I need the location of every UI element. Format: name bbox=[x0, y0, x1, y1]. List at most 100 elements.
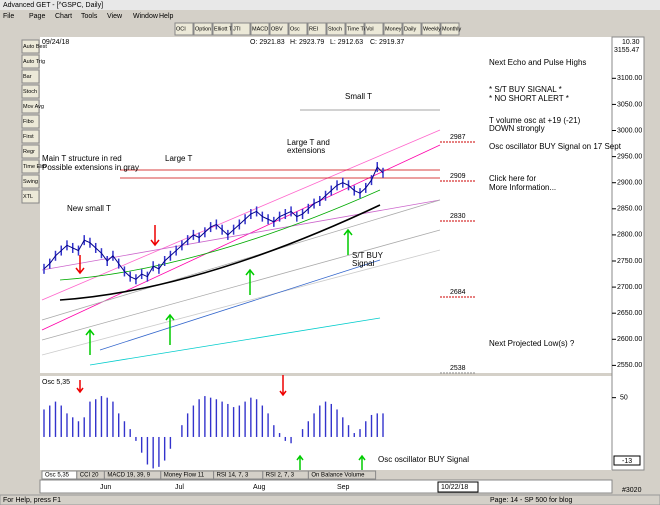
annotation: DOWN strongly bbox=[489, 124, 545, 133]
toolbar-button[interactable] bbox=[288, 22, 308, 36]
tool-button[interactable] bbox=[21, 144, 40, 159]
toolbar-label: OBV bbox=[271, 26, 283, 32]
toolbar-label: MACD bbox=[252, 26, 268, 32]
toolbar-label: OCI bbox=[176, 26, 186, 32]
status-bar bbox=[0, 494, 660, 505]
tool-label: Stoch bbox=[23, 89, 37, 95]
annotation: T volume osc at +19 (-21) bbox=[489, 116, 581, 125]
tool-button[interactable] bbox=[21, 114, 40, 129]
link[interactable]: Click here for bbox=[489, 174, 536, 183]
annotation: Large T and bbox=[287, 138, 330, 147]
menu-item[interactable]: Chart bbox=[55, 13, 72, 20]
tool-label: Fibo bbox=[23, 119, 34, 125]
menu-item[interactable]: Window bbox=[133, 13, 159, 20]
annotation: Small T bbox=[345, 92, 372, 101]
header-date: 09/24/18 bbox=[42, 39, 69, 46]
toolbar-button[interactable] bbox=[383, 22, 403, 36]
menu-item[interactable]: Page bbox=[29, 13, 45, 20]
toolbar-label: REI bbox=[309, 26, 319, 32]
annotation: Signal bbox=[352, 259, 374, 268]
toolbar-button[interactable] bbox=[174, 22, 194, 36]
header-close: C: 2919.37 bbox=[370, 39, 404, 46]
window-title: Advanced GET - [^GSPC, Daily] bbox=[3, 2, 103, 9]
y-tick-label: 2950.00 bbox=[617, 153, 642, 160]
toolbar-button[interactable] bbox=[326, 22, 346, 36]
current-value: -13 bbox=[622, 458, 632, 465]
tab-label: RSI 14, 7, 3 bbox=[217, 473, 249, 479]
x-tick-label: Sep bbox=[337, 484, 350, 491]
y-tick-label: 50 bbox=[620, 395, 628, 402]
date-box[interactable] bbox=[437, 481, 479, 493]
annotation: Next Projected Low(s) ? bbox=[489, 339, 575, 348]
toolbar-label: Option bbox=[195, 26, 211, 32]
level-label: 2830 bbox=[450, 213, 466, 220]
price-top-label: 3155.47 bbox=[614, 47, 639, 54]
annotation: * S/T BUY SIGNAL * bbox=[489, 85, 562, 94]
header-low: L: 2912.63 bbox=[330, 39, 363, 46]
link[interactable]: More Information... bbox=[489, 183, 556, 192]
annotation: New small T bbox=[67, 204, 111, 213]
level-label: 2987 bbox=[450, 134, 466, 141]
y-tick-label: 2750.00 bbox=[617, 258, 642, 265]
tab-label: CCI 20 bbox=[80, 473, 99, 479]
tool-button[interactable] bbox=[21, 54, 40, 69]
toolbar-button[interactable] bbox=[421, 22, 441, 36]
tab[interactable] bbox=[307, 470, 377, 480]
toolbar-button[interactable] bbox=[307, 22, 327, 36]
y-tick-label: 2600.00 bbox=[617, 336, 642, 343]
header-change: 10.30 bbox=[622, 39, 640, 46]
toolbar-label: Osc bbox=[290, 26, 300, 32]
annotation: extensions bbox=[287, 146, 325, 155]
y-tick-label: 2850.00 bbox=[617, 206, 642, 213]
level-label: 2909 bbox=[450, 173, 466, 180]
tab-label: On Balance Volume bbox=[311, 473, 365, 479]
toolbar-button[interactable] bbox=[345, 22, 365, 36]
toolbar-button[interactable] bbox=[402, 22, 422, 36]
toolbar-button[interactable] bbox=[231, 22, 251, 36]
status-text: #3020 bbox=[622, 487, 642, 494]
tool-label: Auto Trig bbox=[23, 59, 45, 65]
signal-arrows bbox=[75, 225, 366, 470]
status-text: For Help, press F1 bbox=[3, 497, 61, 504]
toolbar-label: JTI bbox=[233, 26, 241, 32]
tool-button[interactable] bbox=[21, 84, 40, 99]
y-tick-label: 2700.00 bbox=[617, 284, 642, 291]
menu-item[interactable]: File bbox=[3, 13, 14, 20]
tool-button[interactable] bbox=[21, 174, 40, 189]
menu-item[interactable]: View bbox=[107, 13, 123, 20]
toolbar-button[interactable] bbox=[440, 22, 460, 36]
y-tick-label: 2650.00 bbox=[617, 310, 642, 317]
tool-label: Time Elm bbox=[23, 164, 46, 170]
tool-button[interactable] bbox=[21, 39, 40, 54]
tool-button[interactable] bbox=[21, 99, 40, 114]
tool-button[interactable] bbox=[21, 69, 40, 84]
close-line bbox=[43, 166, 384, 280]
annotation: Large T bbox=[165, 154, 193, 163]
annotation: * NO SHORT ALERT * bbox=[489, 94, 569, 103]
menu-item[interactable]: Tools bbox=[81, 13, 98, 20]
toolbar-button[interactable] bbox=[250, 22, 270, 36]
y-tick-label: 3050.00 bbox=[617, 101, 642, 108]
x-tick-label: Jun bbox=[100, 484, 111, 491]
tool-label: Regr bbox=[23, 149, 35, 155]
menu-item[interactable]: Help bbox=[159, 13, 174, 20]
tab-label: MACD 19, 39, 9 bbox=[107, 473, 150, 479]
osc-title: Osc 5,35 bbox=[42, 379, 70, 386]
tool-button[interactable] bbox=[21, 159, 40, 174]
toolbar-button[interactable] bbox=[269, 22, 289, 36]
tool-label: Swing bbox=[23, 179, 38, 185]
toolbar-label: Elliott Trig bbox=[214, 26, 238, 32]
toolbar-button[interactable] bbox=[193, 22, 213, 36]
toolbar-button[interactable] bbox=[364, 22, 384, 36]
toolbar-button[interactable] bbox=[212, 22, 232, 36]
tool-button[interactable] bbox=[21, 129, 40, 144]
annotations: Next Echo and Pulse Highs * S/T BUY SIGN… bbox=[42, 58, 622, 464]
toolbar-label: Stoch bbox=[328, 26, 342, 32]
tool-label: Mov Avg bbox=[23, 104, 44, 110]
current-value-box bbox=[613, 455, 641, 466]
channel-lines bbox=[41, 109, 441, 366]
annotation: Next Echo and Pulse Highs bbox=[489, 58, 586, 67]
toolbar-label: Monthly bbox=[442, 26, 462, 32]
tool-button[interactable] bbox=[21, 189, 40, 204]
